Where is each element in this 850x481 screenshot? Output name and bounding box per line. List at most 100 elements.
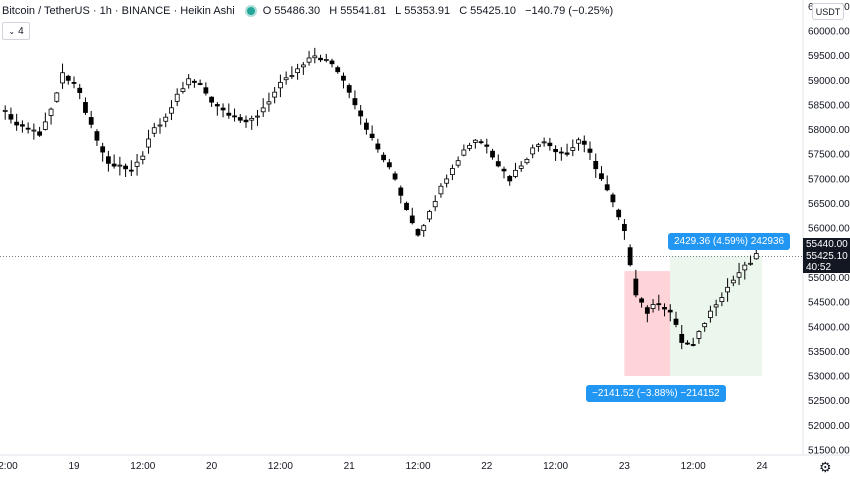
y-tick-label: 57500.00 bbox=[808, 150, 850, 161]
currency-button[interactable]: USDT bbox=[812, 3, 844, 20]
candle-body bbox=[386, 162, 392, 168]
y-tick-label: 58000.00 bbox=[808, 125, 850, 136]
candle-body bbox=[644, 307, 650, 314]
x-tick-label: 21 bbox=[344, 461, 356, 472]
candle-body bbox=[174, 93, 180, 102]
candle-body bbox=[667, 309, 673, 313]
candle-body bbox=[306, 57, 312, 63]
x-tick-label: 19 bbox=[68, 461, 80, 472]
candle-body bbox=[323, 59, 329, 61]
symbol-title[interactable]: Bitcoin / TetherUS · 1h · BINANCE · Heik… bbox=[2, 5, 235, 17]
candle-body bbox=[335, 67, 341, 73]
candle-body bbox=[455, 160, 461, 166]
candle-body bbox=[163, 116, 169, 122]
candle-body bbox=[42, 121, 48, 130]
candle-body bbox=[513, 169, 518, 177]
candle-body bbox=[358, 110, 364, 117]
candle-body bbox=[295, 68, 301, 74]
y-tick-label: 54000.00 bbox=[808, 322, 850, 333]
measure-up-box bbox=[670, 256, 762, 377]
candle-body bbox=[88, 117, 94, 125]
candle-body bbox=[226, 112, 232, 116]
ohlc-values: O 55486.30 H 55541.81 L 55353.91 C 55425.10 … bbox=[262, 5, 614, 17]
candle-body bbox=[736, 272, 742, 278]
candle-body bbox=[146, 138, 151, 148]
y-tick-label: 55000.00 bbox=[808, 273, 850, 284]
candle-body bbox=[111, 163, 117, 167]
candle-body bbox=[341, 75, 346, 81]
candle-body bbox=[180, 88, 186, 92]
candle-body bbox=[427, 211, 432, 220]
candle-body bbox=[392, 173, 398, 180]
candle-body bbox=[753, 253, 759, 260]
candle-body bbox=[415, 228, 421, 236]
candle-body bbox=[249, 118, 255, 121]
candle-body bbox=[117, 164, 123, 167]
y-tick-label: 56500.00 bbox=[808, 199, 850, 210]
candle-body bbox=[581, 140, 587, 145]
candle-body bbox=[404, 202, 409, 210]
candle-body bbox=[530, 147, 536, 155]
candle-body bbox=[553, 149, 558, 153]
candle-body bbox=[106, 156, 111, 164]
y-tick-label: 53000.00 bbox=[808, 372, 850, 383]
candle-body bbox=[484, 144, 490, 147]
candle-body bbox=[54, 92, 60, 102]
x-tick-label: 12:00 bbox=[543, 461, 568, 472]
gear-icon[interactable]: ⚙ bbox=[819, 459, 832, 475]
candle-body bbox=[524, 158, 530, 164]
x-tick-label: 12:00 bbox=[0, 461, 18, 472]
candle-body bbox=[255, 115, 260, 118]
candle-body bbox=[140, 155, 146, 160]
candle-body bbox=[352, 98, 358, 106]
countdown: 40:52 bbox=[806, 262, 832, 273]
current-price: 55425.10 bbox=[806, 251, 848, 262]
candle-body bbox=[169, 107, 174, 114]
candle-body bbox=[300, 64, 306, 68]
candle-body bbox=[673, 318, 679, 325]
candle-body bbox=[329, 60, 335, 65]
candle-body bbox=[690, 344, 696, 346]
candle-body bbox=[312, 55, 318, 59]
candle-body bbox=[536, 144, 541, 147]
candle-body bbox=[650, 304, 656, 309]
candle-body bbox=[507, 175, 513, 182]
candle-body bbox=[277, 81, 283, 89]
candle-body bbox=[501, 168, 507, 172]
candle-body bbox=[467, 144, 473, 149]
candle-body bbox=[19, 124, 25, 127]
y-tick-label: 56000.00 bbox=[808, 224, 850, 235]
candle-body bbox=[432, 201, 438, 208]
candle-body bbox=[157, 124, 163, 127]
indicators-toggle[interactable]: ⌄ 4 bbox=[2, 22, 30, 40]
candle-body bbox=[604, 184, 610, 191]
candle-body bbox=[570, 147, 576, 151]
candle-body bbox=[685, 342, 690, 345]
candle-body bbox=[622, 223, 627, 231]
candle-body bbox=[558, 151, 564, 154]
candle-body bbox=[409, 215, 415, 224]
candle-body bbox=[318, 57, 323, 61]
candle-body bbox=[25, 127, 31, 130]
candle-body bbox=[232, 115, 237, 118]
candle-body bbox=[2, 110, 8, 112]
y-tick-label: 59500.00 bbox=[808, 51, 850, 62]
candle-body bbox=[214, 104, 220, 107]
candle-body bbox=[444, 178, 450, 184]
candle-body bbox=[209, 96, 215, 103]
close-value: 55425.10 bbox=[470, 5, 517, 17]
y-tick-label: 51500.00 bbox=[808, 446, 850, 457]
candle-body bbox=[610, 194, 616, 203]
candle-body bbox=[260, 107, 266, 113]
y-tick-label: 60000.00 bbox=[808, 27, 850, 38]
x-tick-label: 24 bbox=[756, 461, 768, 472]
candle-body bbox=[237, 117, 243, 121]
candle-body bbox=[719, 297, 725, 303]
candle-body bbox=[633, 278, 639, 296]
candle-body bbox=[576, 139, 581, 144]
candle-body bbox=[696, 331, 702, 339]
low-value: 55353.91 bbox=[404, 5, 451, 17]
candle-body bbox=[134, 161, 140, 167]
candle-body bbox=[639, 298, 644, 303]
